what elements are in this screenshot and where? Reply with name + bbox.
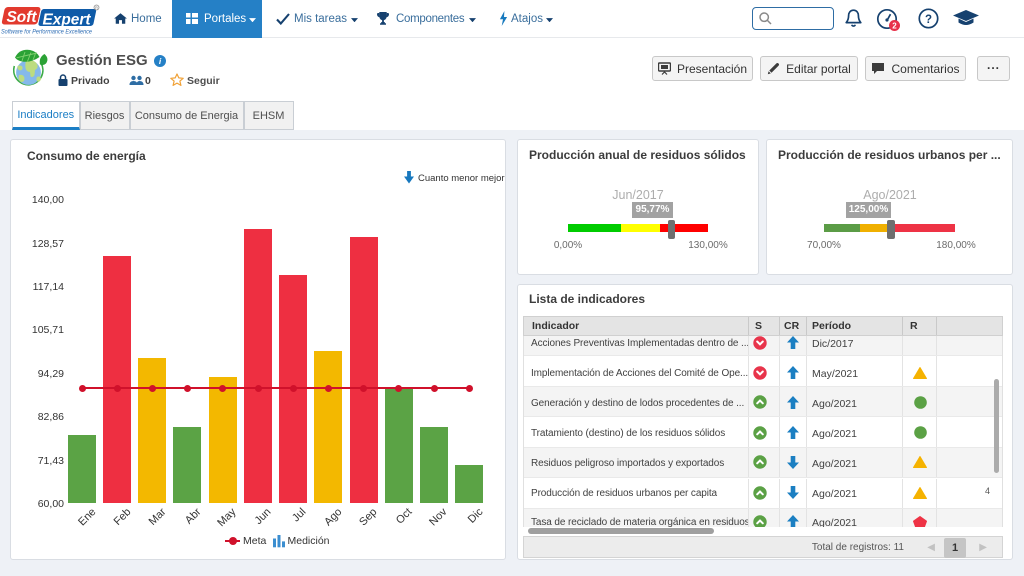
svg-text:i: i	[159, 56, 162, 66]
svg-text:Expert: Expert	[43, 12, 92, 29]
svg-text:R: R	[95, 5, 98, 10]
svg-text:Software for Performance Excel: Software for Performance Excellence	[1, 29, 92, 36]
svg-text:Soft: Soft	[7, 9, 38, 26]
svg-text:?: ?	[925, 14, 932, 26]
svg-text:2: 2	[892, 21, 897, 30]
